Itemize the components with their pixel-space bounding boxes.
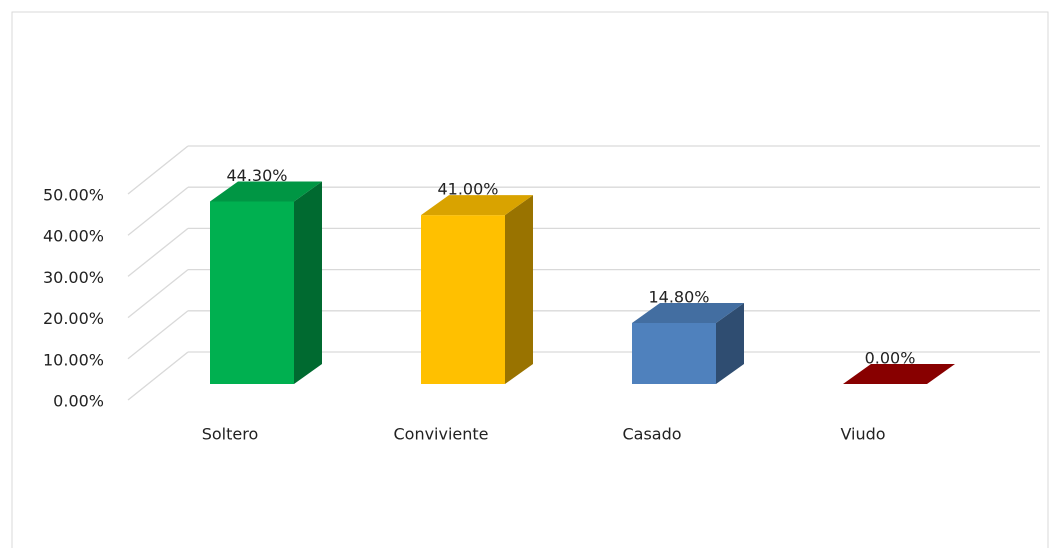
y-tick-label: 50.00% — [43, 186, 104, 205]
data-label: 44.30% — [226, 166, 287, 185]
bar — [843, 364, 955, 384]
x-tick-label: Soltero — [202, 425, 259, 444]
data-label: 0.00% — [865, 349, 916, 368]
bar — [210, 181, 322, 384]
bar-top — [210, 181, 322, 202]
bar — [421, 195, 533, 384]
y-tick-label: 20.00% — [43, 309, 104, 328]
data-label: 14.80% — [648, 288, 709, 307]
bar-side — [716, 303, 744, 384]
grid-line — [127, 186, 189, 236]
x-tick-label: Conviviente — [393, 425, 488, 444]
y-tick-label: 10.00% — [43, 350, 104, 369]
grid-line — [127, 145, 189, 195]
x-tick-label: Viudo — [840, 425, 885, 444]
bar-top — [421, 195, 533, 216]
bar — [632, 303, 744, 384]
bar-front — [632, 323, 716, 384]
bar-side — [294, 181, 322, 384]
grid-line — [127, 351, 189, 401]
bar-front — [210, 201, 294, 384]
bar-top — [843, 364, 955, 384]
bar-top — [632, 303, 744, 324]
grid-line — [127, 227, 189, 277]
grid-line — [127, 269, 189, 319]
y-tick-label: 0.00% — [53, 392, 104, 411]
y-tick-label: 40.00% — [43, 227, 104, 246]
y-tick-label: 30.00% — [43, 268, 104, 287]
data-label: 41.00% — [437, 180, 498, 199]
x-tick-label: Casado — [622, 425, 681, 444]
bar-front — [421, 215, 505, 384]
bar-side — [505, 195, 533, 384]
grid-line — [127, 310, 189, 360]
